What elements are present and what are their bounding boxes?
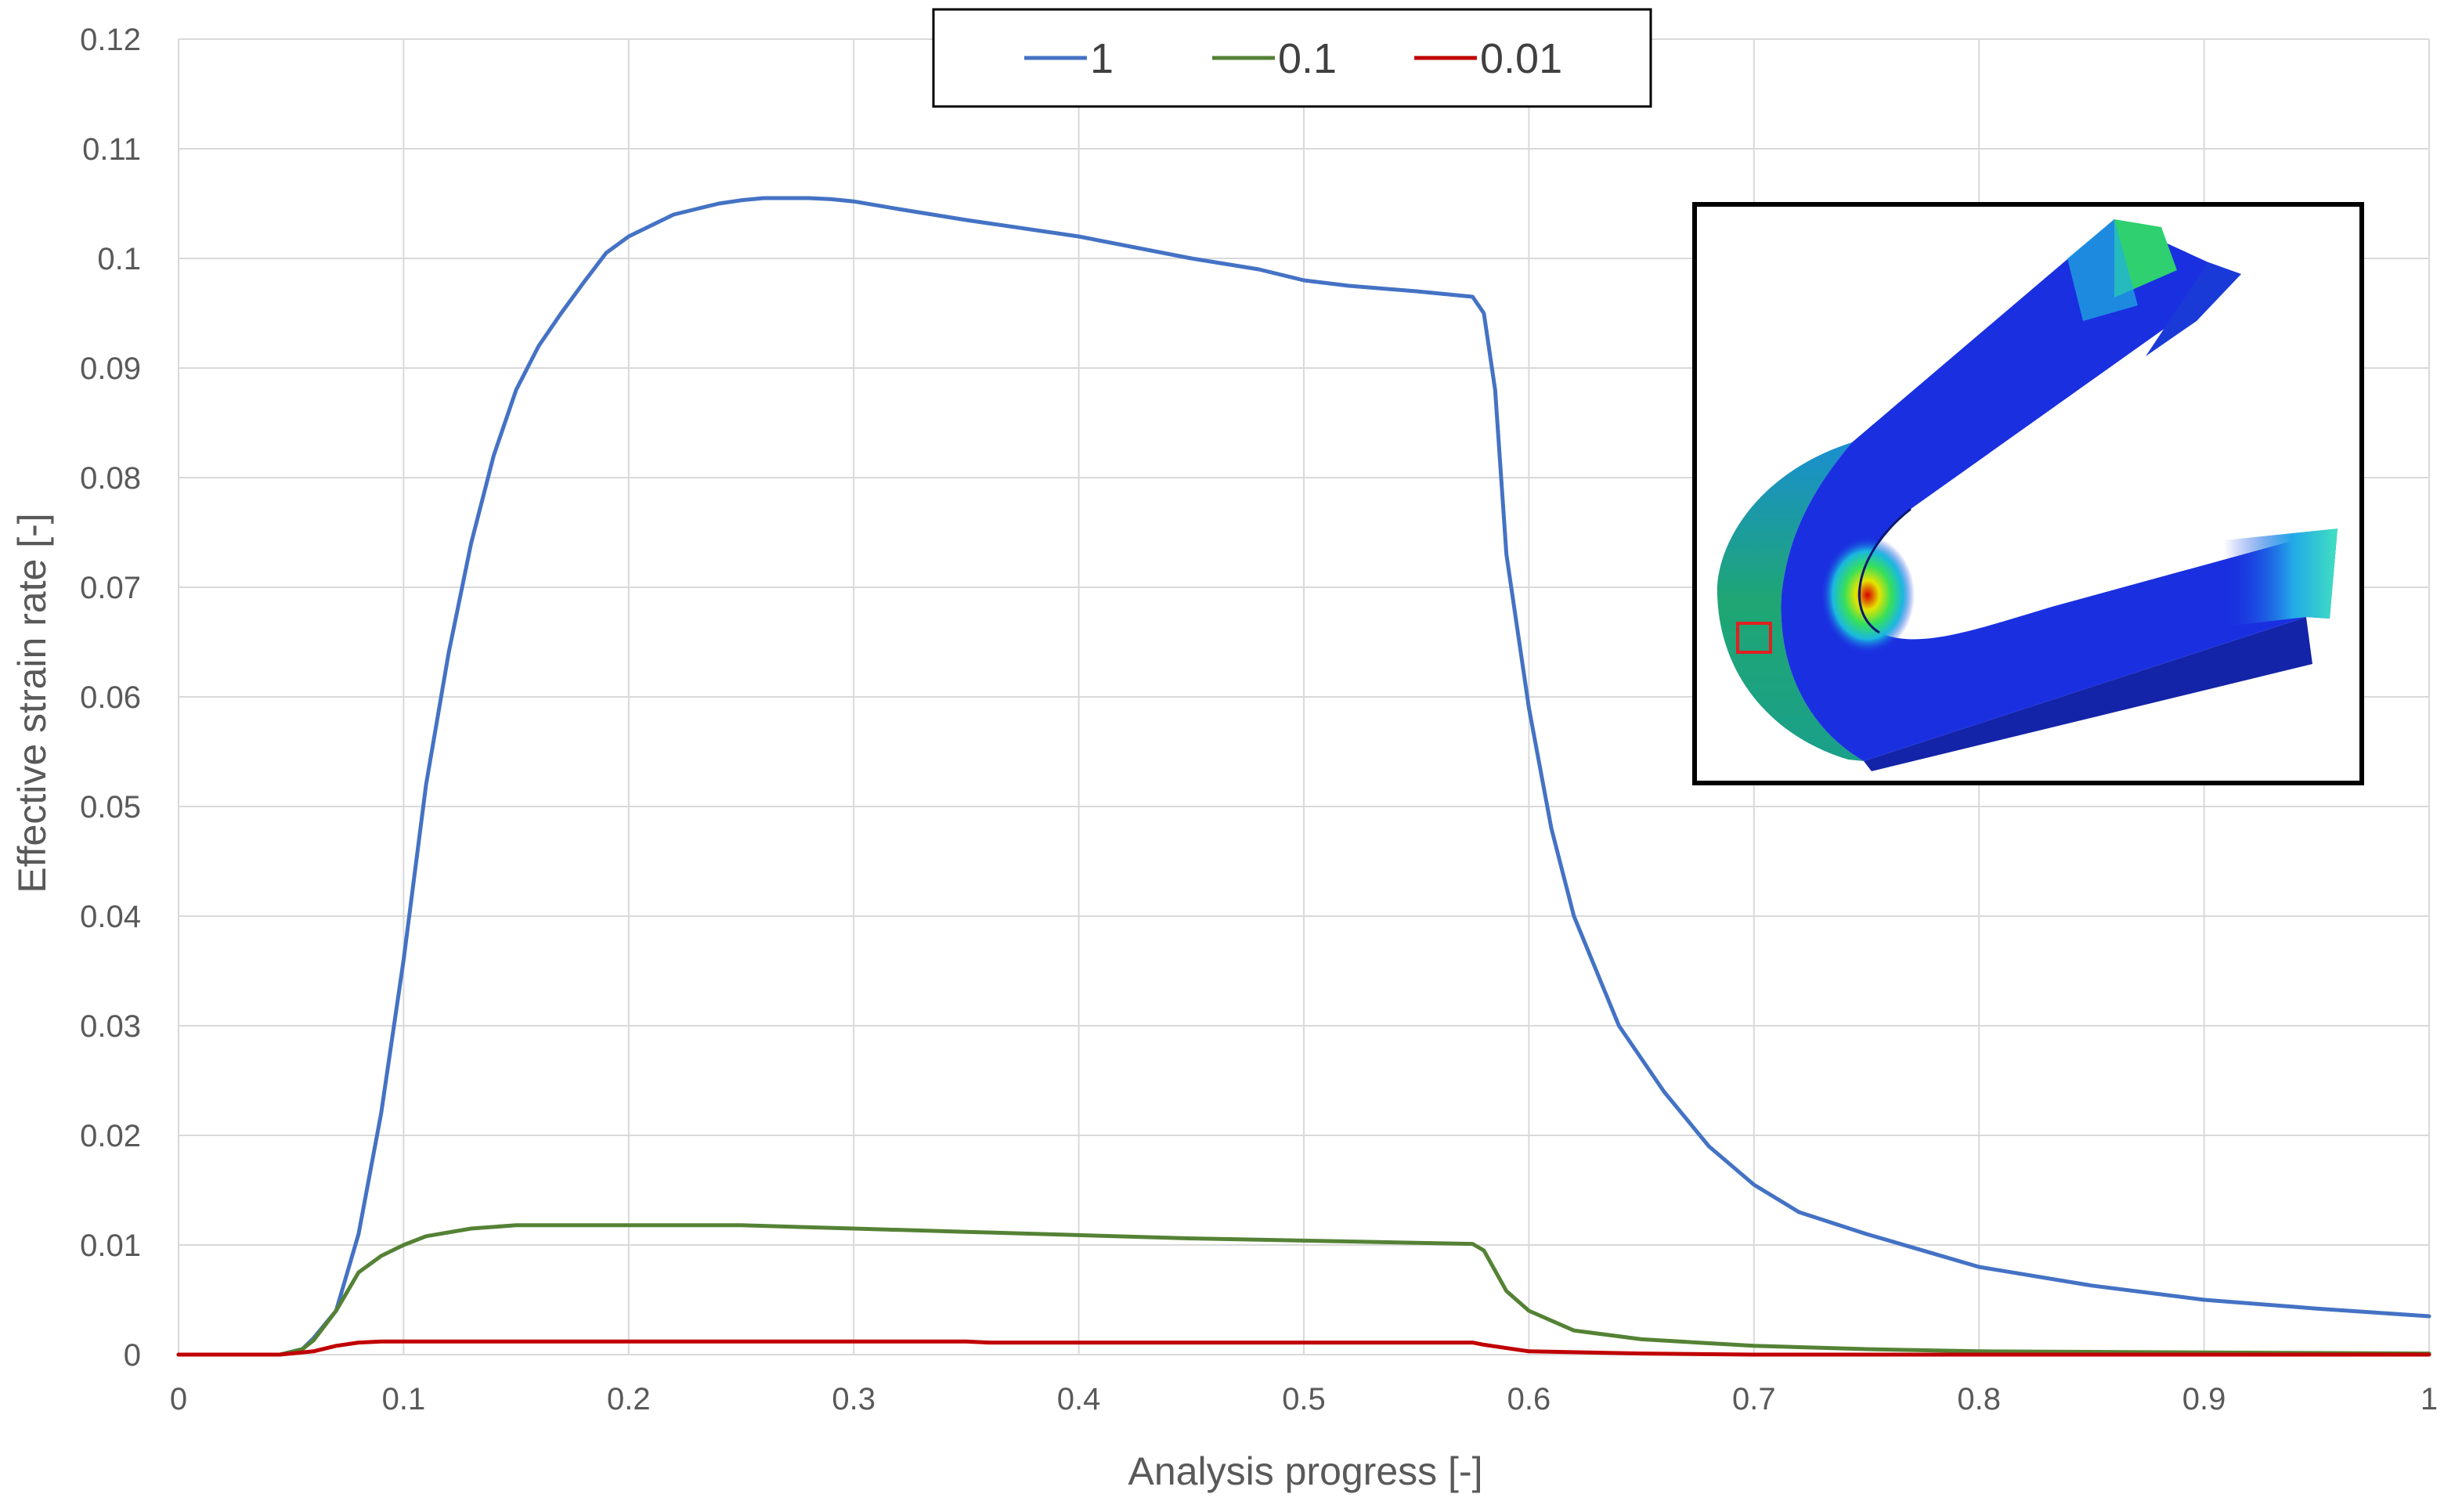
x-tick-label: 0.8: [1957, 1382, 2001, 1416]
y-tick-label: 0.02: [80, 1119, 141, 1153]
x-tick-label: 1: [2421, 1382, 2438, 1416]
legend-label-1: 0.1: [1278, 35, 1337, 82]
inset-bar-upper-side: [2146, 262, 2241, 356]
y-tick-label: 0.08: [80, 461, 141, 496]
inset-bend-hotspot: [1821, 536, 1915, 654]
y-tick-label: 0: [124, 1338, 141, 1373]
series-line-1: [176, 1223, 2431, 1357]
y-tick-labels: 0 0.01 0.02 0.03 0.04 0.05 0.06 0.07 0.08 0.09 0.1…: [80, 23, 141, 1373]
y-tick-label: 0.07: [80, 571, 141, 605]
series-line-0: [176, 196, 2431, 1357]
inset-lower-end: [2224, 529, 2338, 626]
y-tick-label: 0.03: [80, 1009, 141, 1044]
inset-bar-lower-underside: [1864, 617, 2312, 771]
x-tick-label: 0.5: [1282, 1382, 1326, 1416]
y-tick-label: 0.05: [80, 790, 141, 825]
y-tick-label: 0.06: [80, 680, 141, 715]
x-tick-label: 0.4: [1057, 1382, 1101, 1416]
series-line-2: [176, 1339, 2431, 1357]
y-tick-label: 0.01: [80, 1229, 141, 1263]
inset-fea-image: [1692, 202, 2364, 785]
y-tick-label: 0.11: [82, 132, 141, 167]
series-group: [176, 196, 2431, 1357]
x-tick-label: 0.9: [2182, 1382, 2226, 1416]
x-tick-label: 0: [170, 1382, 187, 1416]
x-tick-labels: 0 0.1 0.2 0.3 0.4 0.5 0.6 0.7 0.8 0.9 1: [170, 1382, 2438, 1416]
y-tick-label: 0.04: [80, 900, 141, 934]
legend: 1 0.1 0.01: [932, 8, 1652, 108]
legend-label-2: 0.01: [1480, 35, 1562, 82]
inset-red-marker: [1736, 622, 1772, 654]
y-tick-label: 0.1: [97, 242, 141, 276]
x-axis-title: Analysis progress [-]: [1128, 1449, 1483, 1493]
x-tick-label: 0.7: [1732, 1382, 1776, 1416]
x-tick-label: 0.1: [382, 1382, 426, 1416]
x-tick-label: 0.6: [1507, 1382, 1551, 1416]
inset-inner-edge: [1857, 507, 1912, 634]
y-tick-label: 0.09: [80, 352, 141, 386]
y-tick-label: 0.12: [80, 23, 141, 57]
inset-bar-outer-face: [1717, 442, 1864, 761]
inset-bar-top-face: [1781, 219, 2338, 761]
y-axis-title: Effective strain rate [-]: [10, 513, 54, 893]
legend-label-0: 1: [1090, 35, 1114, 82]
inset-upper-tip-glow: [2067, 219, 2138, 321]
x-tick-label: 0.3: [832, 1382, 875, 1416]
x-tick-label: 0.2: [607, 1382, 651, 1416]
